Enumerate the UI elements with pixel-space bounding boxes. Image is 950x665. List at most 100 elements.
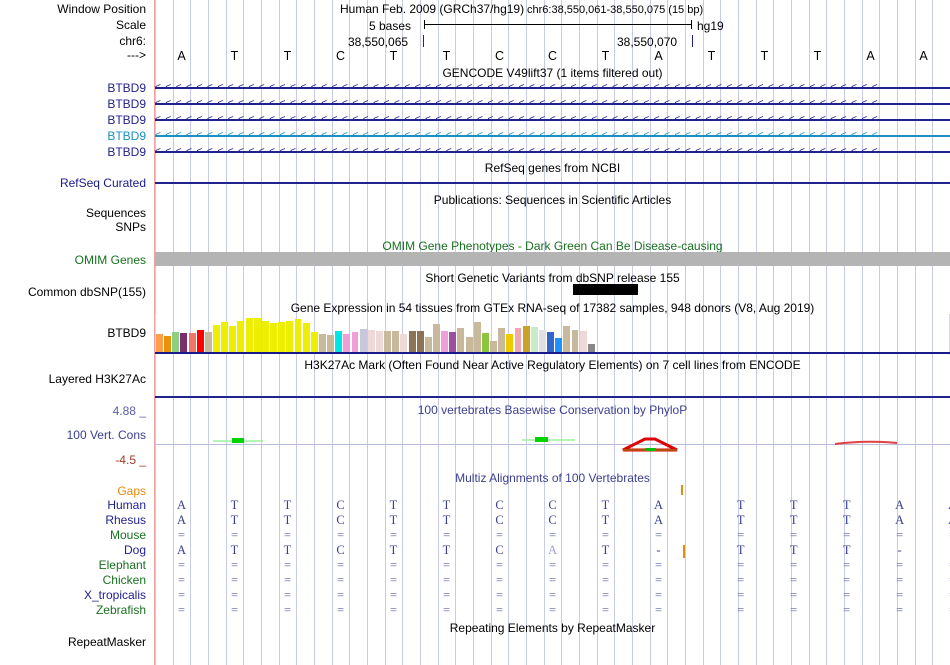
gtex-tissue-bar[interactable] <box>441 331 449 353</box>
layered-h3k27ac-label[interactable]: Layered H3K27Ac <box>48 372 146 386</box>
gtex-tissue-bar[interactable] <box>318 334 326 353</box>
gencode-gene-row[interactable]: BTBD9 <box>0 145 950 159</box>
species-alignment-row[interactable]: = = = = = = = = = = = = = = = <box>155 589 950 602</box>
gtex-tissue-bar[interactable] <box>229 326 237 353</box>
gene-strand-arrows[interactable]: <<<<<<<<<<<<<<<<<<<<<<<<<<<<<<<<<<<<<<<<… <box>155 146 950 157</box>
species-label[interactable]: Human <box>107 498 146 512</box>
gtex-tissue-bar[interactable] <box>172 332 180 353</box>
gene-strand-arrows[interactable]: <<<<<<<<<<<<<<<<<<<<<<<<<<<<<<<<<<<<<<<<… <box>155 130 950 141</box>
gtex-tissue-bar[interactable] <box>294 319 302 353</box>
species-row[interactable]: Chicken <box>0 573 950 587</box>
conservation-plot[interactable] <box>155 397 950 465</box>
gene-strand-arrows[interactable]: <<<<<<<<<<<<<<<<<<<<<<<<<<<<<<<<<<<<<<<<… <box>155 98 950 109</box>
refseq-curated-label[interactable]: RefSeq Curated <box>59 176 146 190</box>
gtex-tissue-bar[interactable] <box>514 328 522 353</box>
gtex-tissue-bar[interactable] <box>335 331 343 353</box>
snps-row[interactable]: SNPs <box>0 220 950 234</box>
gtex-tissue-bar[interactable] <box>164 336 172 353</box>
gtex-tissue-bar[interactable] <box>465 337 473 353</box>
gtex-tissue-bar[interactable] <box>563 326 571 353</box>
gtex-tissue-bar[interactable] <box>498 328 506 353</box>
omim-genes-label[interactable]: OMIM Genes <box>74 253 146 267</box>
gaps-row[interactable]: Gaps <box>0 484 950 498</box>
dbsnp-variant-block[interactable] <box>573 284 638 295</box>
species-label[interactable]: Chicken <box>102 573 146 587</box>
gtex-tissue-bar[interactable] <box>522 326 530 353</box>
gtex-tissue-bar[interactable] <box>213 325 220 353</box>
sequences-row[interactable]: Sequences <box>0 206 950 220</box>
gtex-tissue-bar[interactable] <box>270 323 277 353</box>
species-row[interactable]: Mouse <box>0 528 950 542</box>
gtex-tissue-bar[interactable] <box>530 327 538 353</box>
gtex-tissue-bar[interactable] <box>408 331 416 353</box>
cons-label-row[interactable]: 100 Vert. Cons <box>0 428 950 442</box>
species-row[interactable]: Dog <box>0 543 950 557</box>
gtex-tissue-bar[interactable] <box>359 329 367 353</box>
gtex-tissue-bar[interactable] <box>327 335 335 353</box>
gtex-tissue-bar[interactable] <box>538 330 546 353</box>
gtex-tissue-bar[interactable] <box>261 321 269 353</box>
gencode-gene-row[interactable]: BTBD9 <box>0 81 950 95</box>
gaps-label[interactable]: Gaps <box>117 484 146 498</box>
gtex-tissue-bar[interactable] <box>253 318 261 353</box>
gencode-gene-row[interactable]: BTBD9 <box>0 113 950 127</box>
species-label[interactable]: Dog <box>123 543 146 557</box>
dbsnp-row[interactable]: Common dbSNP(155) <box>0 285 950 299</box>
gtex-tissue-bar[interactable] <box>310 332 318 353</box>
repeatmasker-row[interactable]: RepeatMasker <box>0 635 950 649</box>
refseq-row[interactable]: RefSeq Curated <box>0 176 950 190</box>
gtex-tissue-bar[interactable] <box>188 333 196 353</box>
species-alignment-row[interactable]: = = = = = = = = = = = = = = = <box>155 529 950 542</box>
gtex-tissue-bar[interactable] <box>237 321 245 353</box>
species-label[interactable]: Rhesus <box>105 513 146 527</box>
gtex-tissue-bar[interactable] <box>433 324 440 353</box>
gene-strand-arrows[interactable]: <<<<<<<<<<<<<<<<<<<<<<<<<<<<<<<<<<<<<<<<… <box>155 114 950 125</box>
gtex-tissue-bar[interactable] <box>286 321 294 353</box>
gtex-tissue-bar[interactable] <box>424 337 432 353</box>
gtex-tissue-bar[interactable] <box>506 334 514 353</box>
gtex-tissue-bar[interactable] <box>449 332 457 353</box>
refseq-feature-line[interactable] <box>155 182 950 184</box>
species-alignment-row[interactable]: = = = = = = = = = = = = = = = <box>155 559 950 572</box>
gene-name-label[interactable]: BTBD9 <box>107 145 146 159</box>
gtex-tissue-bar[interactable] <box>547 332 555 353</box>
cons-track-label[interactable]: 100 Vert. Cons <box>66 428 146 442</box>
gene-strand-arrows[interactable]: <<<<<<<<<<<<<<<<<<<<<<<<<<<<<<<<<<<<<<<<… <box>155 82 950 93</box>
species-label[interactable]: Elephant <box>98 558 146 572</box>
gtex-tissue-bar[interactable] <box>473 322 481 353</box>
gencode-gene-row[interactable]: BTBD9 <box>0 97 950 111</box>
gtex-tissue-bar[interactable] <box>555 338 563 353</box>
gtex-tissue-bar[interactable] <box>587 344 595 353</box>
gtex-tissue-bar[interactable] <box>579 331 587 353</box>
sequences-label[interactable]: Sequences <box>85 206 146 220</box>
gtex-tissue-bar[interactable] <box>245 318 253 353</box>
common-dbsnp-label[interactable]: Common dbSNP(155) <box>27 285 146 299</box>
species-alignment-row[interactable]: = = = = = = = = = = = = = = = <box>155 604 950 617</box>
gtex-tissue-bar[interactable] <box>400 334 408 353</box>
species-row[interactable]: Rhesus <box>0 513 950 527</box>
gene-name-label[interactable]: BTBD9 <box>107 81 146 95</box>
snps-label[interactable]: SNPs <box>115 220 146 234</box>
gtex-tissue-bar[interactable] <box>416 331 424 353</box>
species-label[interactable]: X_tropicalis <box>83 588 146 602</box>
h3k27ac-row[interactable]: Layered H3K27Ac <box>0 372 950 386</box>
gtex-tissue-bar[interactable] <box>196 330 204 353</box>
gtex-gene-label[interactable]: BTBD9 <box>107 326 146 340</box>
gtex-tissue-bar[interactable] <box>481 333 489 353</box>
gtex-tissue-bar[interactable] <box>343 334 351 353</box>
species-label[interactable]: Mouse <box>109 528 146 542</box>
gene-name-label[interactable]: BTBD9 <box>107 97 146 111</box>
species-row[interactable]: X_tropicalis <box>0 588 950 602</box>
gtex-tissue-bar[interactable] <box>351 332 359 353</box>
species-alignment-row[interactable]: = = = = = = = = = = = = = = = <box>155 574 950 587</box>
repeatmasker-label[interactable]: RepeatMasker <box>67 635 146 649</box>
gtex-tissue-bar[interactable] <box>457 328 465 353</box>
gtex-tissue-bar[interactable] <box>384 331 392 353</box>
omim-gene-bar[interactable] <box>155 252 950 266</box>
gtex-tissue-bar[interactable] <box>278 322 286 353</box>
gtex-tissue-bar[interactable] <box>204 332 212 353</box>
